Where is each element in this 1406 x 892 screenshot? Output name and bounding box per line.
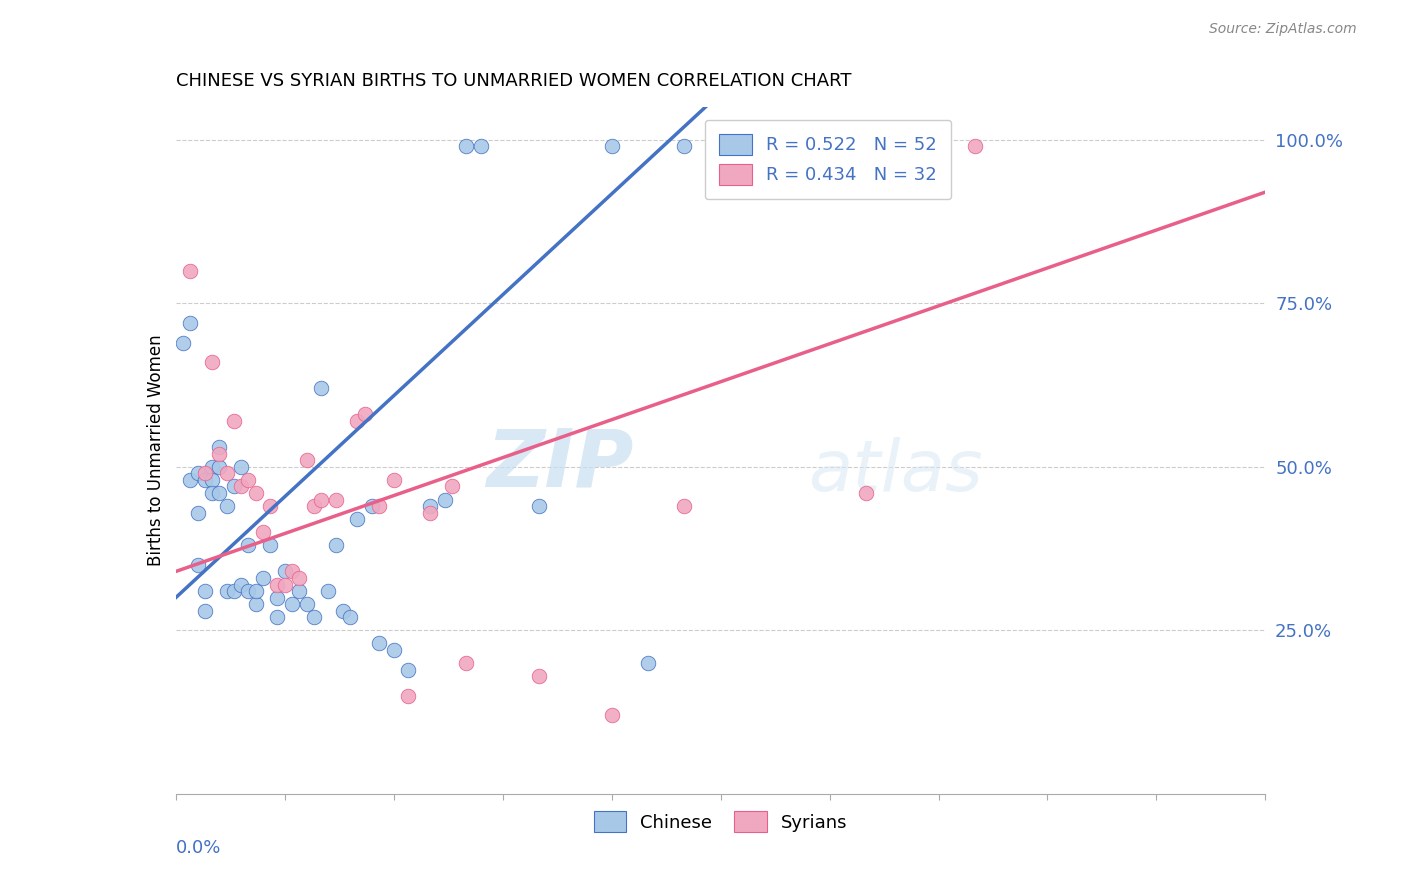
Point [194, 473, 217, 487]
Point [309, 381, 332, 395]
Point [179, 473, 201, 487]
Point [440, 479, 463, 493]
Point [353, 408, 375, 422]
Point [274, 565, 297, 579]
Point [201, 486, 224, 500]
Point [281, 597, 304, 611]
Point [281, 565, 304, 579]
Point [527, 499, 550, 513]
Point [527, 669, 550, 683]
Point [470, 139, 492, 153]
Point [222, 414, 245, 428]
Point [396, 663, 419, 677]
Point [456, 656, 478, 670]
Point [222, 479, 245, 493]
Point [238, 584, 260, 599]
Point [208, 447, 231, 461]
Point [600, 139, 623, 153]
Text: ZIP: ZIP [486, 425, 633, 503]
Point [194, 467, 217, 481]
Point [325, 492, 347, 507]
Point [201, 459, 224, 474]
Point [274, 577, 297, 591]
Point [346, 414, 368, 428]
Point [238, 538, 260, 552]
Text: CHINESE VS SYRIAN BIRTHS TO UNMARRIED WOMEN CORRELATION CHART: CHINESE VS SYRIAN BIRTHS TO UNMARRIED WO… [176, 72, 851, 90]
Point [252, 525, 274, 540]
Point [295, 597, 318, 611]
Text: atlas: atlas [807, 436, 983, 506]
Point [252, 571, 274, 585]
Point [245, 597, 267, 611]
Y-axis label: Births to Unmarried Women: Births to Unmarried Women [146, 334, 165, 566]
Point [215, 584, 238, 599]
Point [295, 453, 318, 467]
Point [186, 467, 209, 481]
Point [179, 263, 201, 277]
Point [368, 636, 391, 650]
Point [245, 584, 267, 599]
Point [339, 610, 361, 624]
Point [368, 499, 391, 513]
Point [201, 355, 224, 369]
Point [332, 604, 354, 618]
Point [186, 558, 209, 572]
Text: Source: ZipAtlas.com: Source: ZipAtlas.com [1209, 22, 1357, 37]
Point [208, 486, 231, 500]
Point [382, 473, 405, 487]
Point [208, 440, 231, 454]
Point [194, 604, 217, 618]
Point [318, 584, 340, 599]
Point [179, 316, 201, 330]
Point [637, 656, 659, 670]
Point [215, 499, 238, 513]
Point [231, 459, 253, 474]
Point [419, 499, 441, 513]
Point [419, 506, 441, 520]
Point [259, 499, 281, 513]
Point [382, 643, 405, 657]
Point [259, 538, 281, 552]
Point [433, 492, 456, 507]
Point [302, 610, 325, 624]
Point [201, 473, 224, 487]
Point [186, 506, 209, 520]
Point [266, 591, 288, 605]
Point [266, 577, 288, 591]
Point [231, 479, 253, 493]
Point [346, 512, 368, 526]
Point [309, 492, 332, 507]
Point [456, 139, 478, 153]
Point [266, 610, 288, 624]
Legend: Chinese, Syrians: Chinese, Syrians [579, 797, 862, 847]
Point [855, 486, 877, 500]
Point [222, 584, 245, 599]
Point [172, 335, 194, 350]
Point [208, 459, 231, 474]
Point [194, 584, 217, 599]
Point [600, 708, 623, 723]
Point [215, 467, 238, 481]
Point [302, 499, 325, 513]
Text: 0.0%: 0.0% [176, 838, 221, 856]
Point [288, 571, 311, 585]
Point [325, 538, 347, 552]
Point [673, 139, 696, 153]
Point [360, 499, 382, 513]
Point [673, 499, 696, 513]
Point [396, 689, 419, 703]
Point [963, 139, 986, 153]
Point [245, 486, 267, 500]
Point [231, 577, 253, 591]
Point [238, 473, 260, 487]
Point [288, 584, 311, 599]
